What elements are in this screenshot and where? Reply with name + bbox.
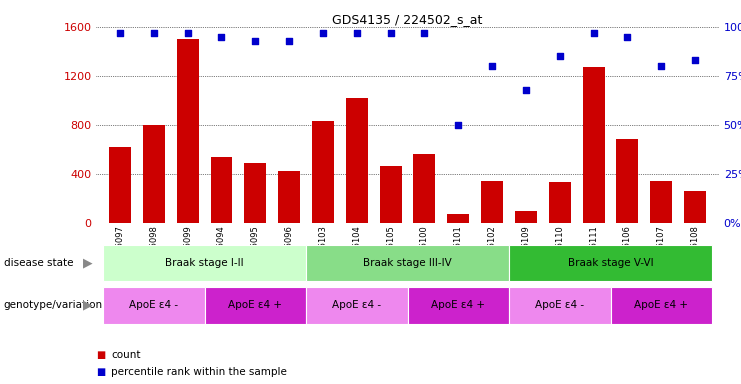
Text: genotype/variation: genotype/variation [4,300,103,310]
Bar [176,39,199,223]
Point [419,30,431,36]
Bar [245,163,266,223]
Bar [379,166,402,223]
Point [114,30,126,36]
Text: disease state: disease state [4,258,73,268]
Bar [549,182,571,223]
Bar [515,211,537,223]
Bar [103,245,306,281]
Point [283,38,295,44]
Bar [617,139,639,223]
Bar [509,287,611,324]
Bar [481,181,503,223]
Point [486,63,498,69]
Point [554,53,565,59]
Point [520,86,532,93]
Point [182,30,193,36]
Point [216,34,227,40]
Bar [205,287,306,324]
Text: ■: ■ [96,350,105,360]
Point [148,30,160,36]
Point [317,30,329,36]
Text: percentile rank within the sample: percentile rank within the sample [111,367,287,377]
Bar [306,287,408,324]
Text: ▶: ▶ [83,257,92,270]
Bar [312,121,334,223]
Point [351,30,363,36]
Bar [448,214,469,223]
Text: count: count [111,350,141,360]
Bar [582,67,605,223]
Bar [651,181,672,223]
Text: ApoE ε4 -: ApoE ε4 - [129,300,179,310]
Bar [103,287,205,324]
Bar [413,154,436,223]
Point [452,122,464,128]
Bar [278,171,300,223]
Bar [143,125,165,223]
Text: ApoE ε4 -: ApoE ε4 - [535,300,585,310]
Bar [684,191,706,223]
Point [385,30,396,36]
Bar [611,287,712,324]
Point [655,63,667,69]
Text: Braak stage I-II: Braak stage I-II [165,258,244,268]
Text: ApoE ε4 +: ApoE ε4 + [634,300,688,310]
Point [250,38,262,44]
Text: ApoE ε4 -: ApoE ε4 - [332,300,382,310]
Bar [210,157,233,223]
Text: ■: ■ [96,367,105,377]
Bar [346,98,368,223]
Bar [509,245,712,281]
Bar [306,245,509,281]
Title: GDS4135 / 224502_s_at: GDS4135 / 224502_s_at [333,13,482,26]
Bar [408,287,509,324]
Text: Braak stage III-IV: Braak stage III-IV [363,258,452,268]
Point [689,57,701,63]
Bar [109,147,131,223]
Point [588,30,599,36]
Text: ▶: ▶ [83,299,92,312]
Point [622,34,634,40]
Text: Braak stage V-VI: Braak stage V-VI [568,258,654,268]
Text: ApoE ε4 +: ApoE ε4 + [228,300,282,310]
Text: ApoE ε4 +: ApoE ε4 + [431,300,485,310]
